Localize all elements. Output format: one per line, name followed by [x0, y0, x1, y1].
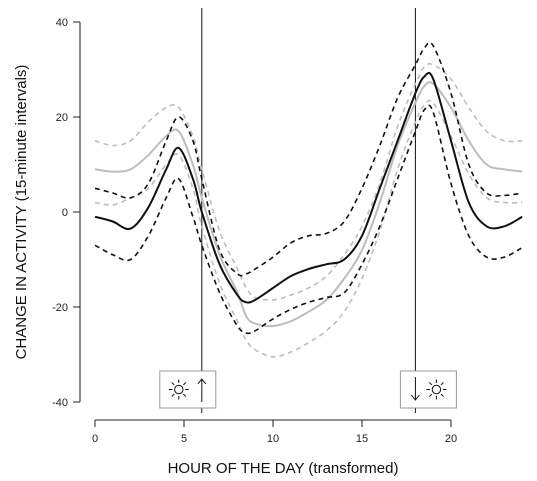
y-tick-label: 20	[56, 112, 68, 124]
black-solid-series-line	[95, 73, 522, 303]
y-tick-label: -20	[52, 302, 68, 314]
y-axis-label: CHANGE IN ACTIVITY (15-minute intervals)	[13, 65, 30, 360]
y-tick-label: 0	[62, 207, 68, 219]
x-tick-label: 15	[356, 433, 368, 445]
x-tick-label: 20	[445, 433, 457, 445]
black-dashed-series-line	[95, 42, 522, 275]
y-tick-label: -40	[52, 397, 68, 409]
y-tick-label: 40	[56, 17, 68, 29]
annotation-icons	[160, 371, 457, 408]
x-tick-label: 10	[267, 433, 279, 445]
x-ticks: 0 5 10 15 20	[92, 420, 457, 445]
x-axis-label: HOUR OF THE DAY (transformed)	[168, 460, 399, 477]
black-dashed-series-line	[95, 105, 522, 333]
grey-dashed-series-line	[95, 100, 522, 357]
series-group	[95, 42, 522, 357]
y-ticks: -40 -20 0 20 40	[52, 17, 80, 409]
x-tick-label: 0	[92, 433, 98, 445]
grey-solid-series-line	[95, 82, 522, 326]
x-tick-label: 5	[181, 433, 187, 445]
event-lines	[202, 8, 416, 413]
grey-dashed-series-line	[95, 64, 522, 300]
